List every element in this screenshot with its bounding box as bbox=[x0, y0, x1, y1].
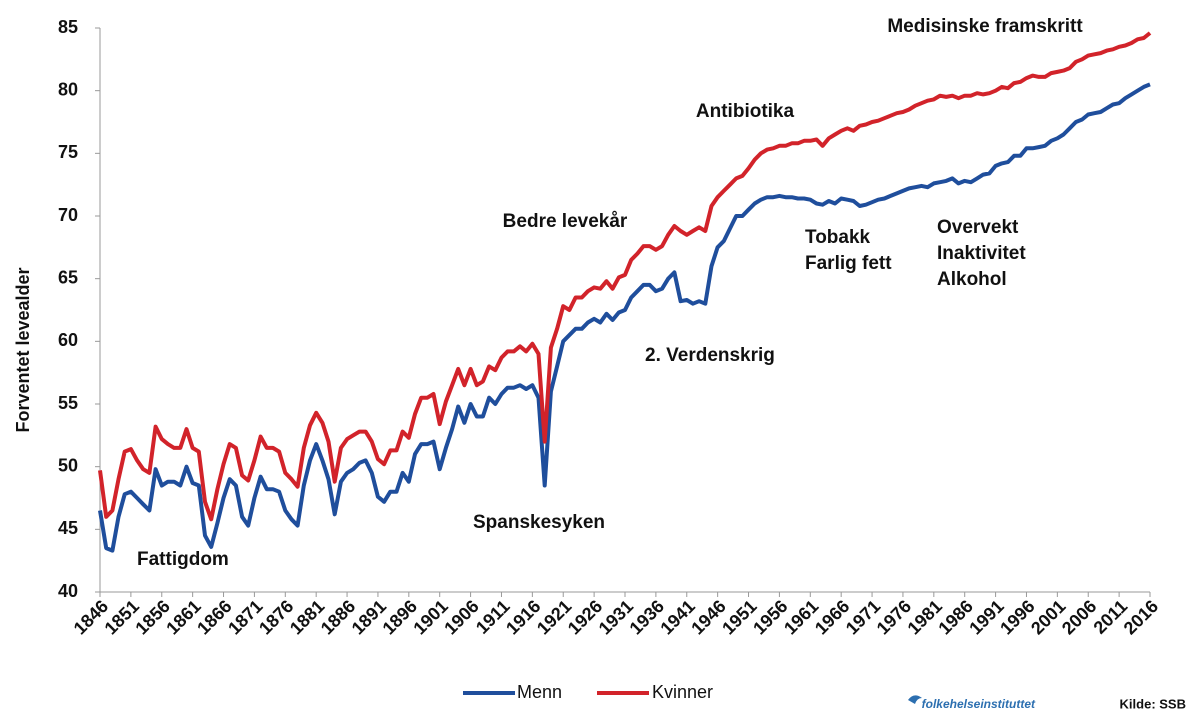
source: Kilde: SSB bbox=[1120, 696, 1186, 711]
y-tick-label: 80 bbox=[58, 79, 78, 99]
x-tick-label: 1921 bbox=[533, 596, 575, 638]
y-tick-label: 70 bbox=[58, 205, 78, 225]
y-tick-label: 45 bbox=[58, 518, 78, 538]
x-tick-label: 1971 bbox=[842, 596, 884, 638]
annotation: Medisinske framskritt bbox=[887, 16, 1083, 37]
x-tick-label: 1856 bbox=[131, 596, 173, 638]
x-tick-label: 1961 bbox=[780, 596, 822, 638]
annotation: Tobakk bbox=[805, 227, 871, 248]
legend-label: Kvinner bbox=[652, 682, 713, 702]
annotation: Inaktivitet bbox=[937, 243, 1026, 264]
y-axis-label: Forventet levealder bbox=[13, 267, 33, 432]
y-tick-label: 60 bbox=[58, 330, 78, 350]
x-tick-label: 1846 bbox=[70, 596, 112, 638]
annotation: Antibiotika bbox=[696, 101, 795, 122]
x-tick-label: 1936 bbox=[626, 596, 668, 638]
x-tick-label: 1941 bbox=[656, 596, 698, 638]
x-tick-label: 1906 bbox=[440, 596, 482, 638]
y-tick-label: 40 bbox=[58, 581, 78, 601]
x-tick-label: 1891 bbox=[348, 596, 390, 638]
annotation: Bedre levekår bbox=[503, 211, 628, 232]
x-tick-label: 1901 bbox=[409, 596, 451, 638]
logo: folkehelseinstituttet bbox=[922, 697, 1036, 711]
x-tick-label: 1996 bbox=[996, 596, 1038, 638]
x-tick-label: 1951 bbox=[718, 596, 760, 638]
annotation: Fattigdom bbox=[137, 549, 229, 570]
x-tick-label: 1946 bbox=[687, 596, 729, 638]
x-tick-label: 1871 bbox=[224, 596, 266, 638]
y-tick-label: 65 bbox=[58, 267, 78, 287]
legend-label: Menn bbox=[517, 682, 562, 702]
x-tick-label: 1976 bbox=[873, 596, 915, 638]
x-tick-label: 1896 bbox=[379, 596, 421, 638]
x-tick-label: 1916 bbox=[502, 596, 544, 638]
x-tick-label: 1861 bbox=[162, 596, 204, 638]
y-tick-label: 50 bbox=[58, 455, 78, 475]
x-tick-label: 1931 bbox=[595, 596, 637, 638]
x-tick-label: 1866 bbox=[193, 596, 235, 638]
x-tick-label: 1876 bbox=[255, 596, 297, 638]
x-tick-label: 1966 bbox=[811, 596, 853, 638]
annotation: Spanskesyken bbox=[473, 512, 605, 533]
x-tick-label: 1956 bbox=[749, 596, 791, 638]
x-tick-label: 1881 bbox=[286, 596, 328, 638]
x-tick-label: 2016 bbox=[1120, 596, 1162, 638]
x-tick-label: 1886 bbox=[317, 596, 359, 638]
x-tick-label: 1981 bbox=[904, 596, 946, 638]
series-line bbox=[98, 31, 1152, 522]
annotation: Farlig fett bbox=[805, 253, 892, 274]
x-tick-label: 2001 bbox=[1027, 596, 1069, 638]
annotation: Overvekt bbox=[937, 217, 1019, 238]
y-tick-label: 55 bbox=[58, 393, 78, 413]
series-line bbox=[98, 82, 1151, 553]
x-tick-label: 2006 bbox=[1058, 596, 1100, 638]
annotation: Alkohol bbox=[937, 269, 1007, 290]
annotation: 2. Verdenskrig bbox=[645, 345, 775, 366]
x-tick-label: 1926 bbox=[564, 596, 606, 638]
x-tick-label: 1911 bbox=[472, 596, 514, 638]
y-tick-label: 85 bbox=[58, 17, 78, 37]
logo-icon bbox=[908, 695, 922, 704]
x-tick-label: 1851 bbox=[101, 596, 143, 638]
x-tick-label: 2011 bbox=[1090, 596, 1132, 638]
x-tick-label: 1986 bbox=[934, 596, 976, 638]
x-tick-label: 1991 bbox=[965, 596, 1007, 638]
y-tick-label: 75 bbox=[58, 142, 78, 162]
